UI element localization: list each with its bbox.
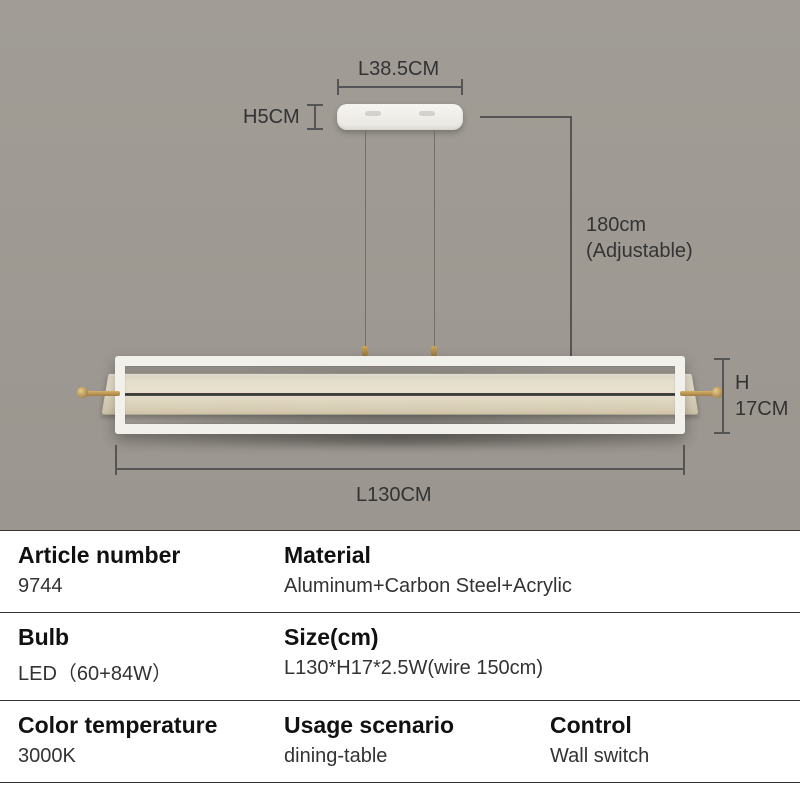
spec-label: Color temperature (18, 712, 248, 739)
spec-cell: Article number 9744 (0, 531, 266, 612)
spec-row: Bulb LED（60+84W） Size(cm) L130*H17*2.5W(… (0, 613, 800, 701)
spec-cell: Control Wall switch (532, 701, 800, 782)
dim-cap (683, 445, 685, 475)
dim-mount-height-label: H5CM (243, 104, 300, 130)
spec-value: Aluminum+Carbon Steel+Acrylic (284, 575, 782, 598)
dim-fixture-height-label: H 17CM (735, 370, 788, 422)
spec-value: 9744 (18, 575, 248, 598)
spec-cell: Usage scenario dining-table (266, 701, 532, 782)
dim-mount-width-label: L38.5CM (358, 56, 439, 82)
dim-cap (480, 116, 572, 118)
dim-cap (337, 79, 339, 95)
suspension-wire (365, 130, 366, 352)
spec-label: Bulb (18, 624, 248, 651)
spec-label: Material (284, 542, 782, 569)
dim-drop-label: 180cm (Adjustable) (586, 212, 693, 264)
spec-label: Size(cm) (284, 624, 782, 651)
dim-fixture-height-line (722, 358, 724, 434)
spec-table: Article number 9744 Material Aluminum+Ca… (0, 530, 800, 783)
spec-value: LED（60+84W） (18, 657, 248, 686)
spec-value: 3000K (18, 745, 248, 768)
dim-drop-note: (Adjustable) (586, 240, 693, 262)
spec-label: Control (550, 712, 782, 739)
spec-row: Color temperature 3000K Usage scenario d… (0, 701, 800, 783)
spec-value: dining-table (284, 745, 514, 768)
pivot-rod (84, 391, 120, 396)
dim-cap (714, 432, 730, 434)
spec-value: L130*H17*2.5W(wire 150cm) (284, 657, 782, 680)
dim-fixture-height-h: H (735, 372, 749, 394)
product-diagram: L38.5CM H5CM 180cm (Adjustable) H 17CM L… (0, 0, 800, 530)
dim-cap (307, 128, 323, 130)
spec-cell: Size(cm) L130*H17*2.5W(wire 150cm) (266, 613, 800, 700)
pivot-knob (77, 387, 88, 398)
pivot-rod (680, 391, 716, 396)
dim-drop-line (570, 116, 572, 356)
spec-row: Article number 9744 Material Aluminum+Ca… (0, 531, 800, 613)
dim-cap (307, 104, 323, 106)
ceiling-mount (337, 104, 463, 130)
dim-fixture-width-line (115, 468, 685, 470)
dim-mount-height-line (314, 104, 316, 130)
dim-fixture-height-val: 17CM (735, 398, 788, 420)
spec-label: Usage scenario (284, 712, 514, 739)
spec-label: Article number (18, 542, 248, 569)
suspension-wire (434, 130, 435, 352)
dim-drop-value: 180cm (586, 214, 646, 236)
dim-fixture-width-label: L130CM (356, 482, 432, 508)
dim-cap (461, 79, 463, 95)
dim-cap (115, 445, 117, 475)
wire-connector (362, 346, 368, 356)
fixture-frame (115, 356, 685, 434)
wire-connector (431, 346, 437, 356)
spec-cell: Material Aluminum+Carbon Steel+Acrylic (266, 531, 800, 612)
dim-mount-width-line (337, 86, 463, 88)
spec-value: Wall switch (550, 745, 782, 768)
spec-cell: Color temperature 3000K (0, 701, 266, 782)
dim-cap (714, 358, 730, 360)
spec-cell: Bulb LED（60+84W） (0, 613, 266, 700)
